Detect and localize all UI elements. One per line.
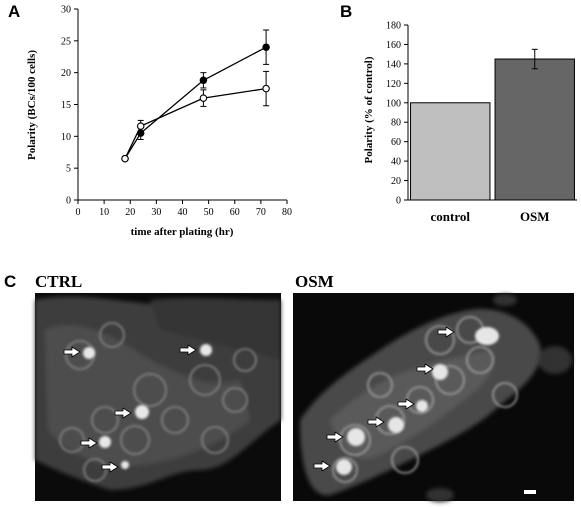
y-tick-label: 100 — [386, 98, 401, 109]
data-point — [136, 122, 145, 130]
x-tick-label: 30 — [151, 207, 161, 218]
bar-control — [410, 102, 491, 201]
chart-b: 0 20 40 60 80 100 120 140 160 180 control OSM Pola… — [363, 21, 577, 224]
data-point — [262, 84, 270, 93]
chart-a: 0 10 20 30 40 50 60 70 80 0 5 10 15 20 25 30 time afte… — [26, 5, 292, 239]
x-tick-label: 40 — [178, 207, 188, 218]
series-filled — [121, 29, 270, 163]
category-label-control: control — [431, 209, 471, 224]
micrograph-osm — [293, 293, 574, 502]
x-tick-label: 20 — [125, 207, 135, 218]
y-tick-label: 0 — [66, 196, 71, 207]
bar-osm — [494, 58, 575, 201]
micrograph-label-ctrl: CTRL — [35, 272, 82, 291]
x-tick-label: 70 — [256, 207, 266, 218]
series-line — [124, 87, 267, 159]
panel-letter-c: C — [4, 272, 16, 291]
series-open — [121, 70, 270, 163]
y-tick-label: 140 — [386, 59, 401, 70]
series-line — [124, 46, 267, 159]
y-ticks: 0 20 40 60 80 100 120 140 160 180 — [386, 21, 408, 207]
y-tick-label: 40 — [391, 157, 401, 168]
y-tick-label: 120 — [386, 79, 401, 90]
y-tick-label: 0 — [396, 196, 401, 207]
y-tick-label: 160 — [386, 40, 401, 51]
y-tick-label: 80 — [391, 118, 401, 129]
x-tick-label: 60 — [230, 207, 240, 218]
y-tick-label: 5 — [66, 164, 71, 175]
y-axis-title: Polarity (% of control) — [363, 56, 375, 163]
bars-group — [410, 48, 575, 201]
x-tick-label: 80 — [282, 207, 292, 218]
x-axis-title: time after plating (hr) — [131, 226, 234, 238]
x-tick-label: 50 — [204, 207, 214, 218]
panel-letter-a: A — [8, 2, 20, 21]
panel-letter-b: B — [340, 2, 352, 21]
y-tick-label: 20 — [61, 68, 71, 79]
y-tick-label: 15 — [61, 100, 71, 111]
y-tick-label: 10 — [61, 132, 71, 143]
x-ticks: 0 10 20 30 40 50 60 70 80 — [76, 200, 292, 218]
y-tick-label: 30 — [61, 5, 71, 16]
y-tick-label: 180 — [386, 21, 401, 32]
scale-bar — [524, 490, 536, 494]
data-point — [262, 43, 270, 51]
category-labels: control OSM — [431, 209, 550, 224]
category-label-osm: OSM — [520, 209, 550, 224]
y-tick-label: 60 — [391, 137, 401, 148]
x-tick-label: 0 — [76, 207, 81, 218]
data-point — [199, 76, 208, 85]
y-tick-label: 25 — [61, 36, 71, 47]
data-point — [121, 154, 129, 163]
micrograph-label-osm: OSM — [295, 272, 334, 291]
y-axis-title: Polarity (BCs/100 cells) — [26, 50, 38, 160]
micrograph-ctrl — [35, 293, 281, 501]
y-tick-label: 20 — [391, 176, 401, 187]
series-group — [121, 29, 270, 163]
data-point — [199, 94, 208, 102]
x-tick-label: 10 — [99, 207, 109, 218]
y-ticks: 0 5 10 15 20 25 30 — [61, 5, 78, 207]
